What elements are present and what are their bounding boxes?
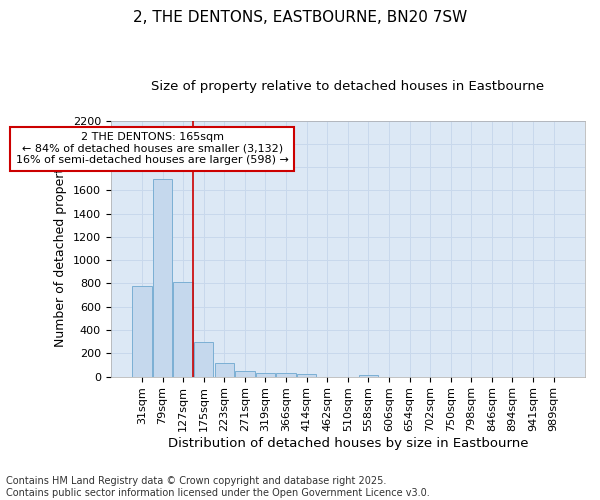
Bar bbox=[276, 374, 296, 376]
Bar bbox=[153, 178, 172, 376]
Title: Size of property relative to detached houses in Eastbourne: Size of property relative to detached ho… bbox=[151, 80, 544, 93]
Bar bbox=[256, 373, 275, 376]
Bar bbox=[235, 372, 254, 376]
Bar bbox=[194, 342, 214, 376]
Text: 2, THE DENTONS, EASTBOURNE, BN20 7SW: 2, THE DENTONS, EASTBOURNE, BN20 7SW bbox=[133, 10, 467, 25]
Text: 2 THE DENTONS: 165sqm
← 84% of detached houses are smaller (3,132)
16% of semi-d: 2 THE DENTONS: 165sqm ← 84% of detached … bbox=[16, 132, 289, 166]
Bar bbox=[297, 374, 316, 376]
Bar bbox=[132, 286, 152, 376]
Text: Contains HM Land Registry data © Crown copyright and database right 2025.
Contai: Contains HM Land Registry data © Crown c… bbox=[6, 476, 430, 498]
Bar bbox=[359, 374, 378, 376]
Y-axis label: Number of detached properties: Number of detached properties bbox=[54, 150, 67, 347]
Bar bbox=[173, 282, 193, 376]
Bar bbox=[215, 363, 234, 376]
X-axis label: Distribution of detached houses by size in Eastbourne: Distribution of detached houses by size … bbox=[167, 437, 528, 450]
